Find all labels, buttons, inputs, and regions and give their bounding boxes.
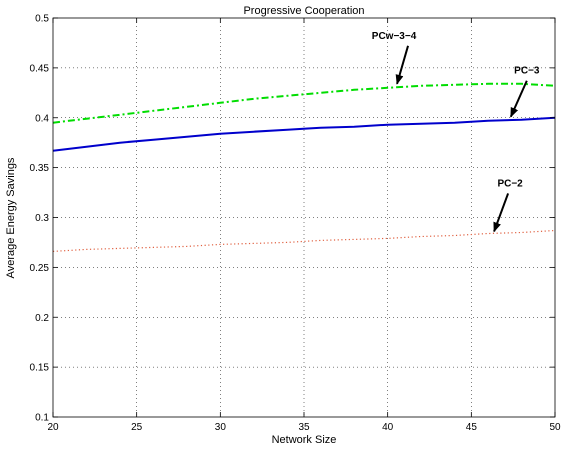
annotation-arrow-1 [509, 80, 528, 118]
annotation-label-1: PC−3 [514, 66, 540, 77]
series-lines [52, 82, 556, 252]
x-tick-label: 40 [382, 422, 394, 433]
y-tick-label: 0.3 [35, 213, 49, 224]
x-tick-label: 25 [131, 422, 143, 433]
series-line-1 [52, 116, 556, 152]
x-tick-label: 30 [215, 422, 227, 433]
plot-area-background [53, 18, 555, 417]
x-tick-label: 45 [466, 422, 478, 433]
y-tick-label: 0.25 [30, 263, 50, 274]
y-tick-label: 0.1 [35, 413, 49, 424]
x-tick-label: 50 [549, 422, 561, 433]
annotation-label-0: PCw−3−4 [372, 31, 417, 42]
x-tick-label: 20 [47, 422, 59, 433]
y-tick-label: 0.4 [35, 113, 49, 124]
y-tick-label: 0.35 [30, 163, 50, 174]
y-tick-label: 0.45 [30, 63, 50, 74]
y-tick-label: 0.15 [30, 363, 50, 374]
chart-title: Progressive Cooperation [243, 5, 364, 17]
series-line-0 [52, 82, 556, 124]
annotation-arrow-2 [493, 193, 510, 233]
x-axis-label: Network Size [272, 434, 337, 446]
y-tick-label: 0.5 [35, 14, 49, 25]
y-axis-label: Average Energy Savings [5, 157, 17, 278]
series-line-2 [52, 229, 556, 252]
axis-ticks: 20 25 30 35 40 45 50 0.1 0.15 0.2 0.25 0.3 0.35 0.4 0.… [30, 14, 561, 434]
grid-lines [53, 18, 555, 417]
y-tick-label: 0.2 [35, 313, 49, 324]
x-tick-label: 35 [298, 422, 310, 433]
annotations: PCw−3−4 PC−3 PC−2 [372, 31, 540, 233]
annotation-arrow-0 [395, 45, 409, 85]
annotation-label-2: PC−2 [497, 178, 523, 189]
